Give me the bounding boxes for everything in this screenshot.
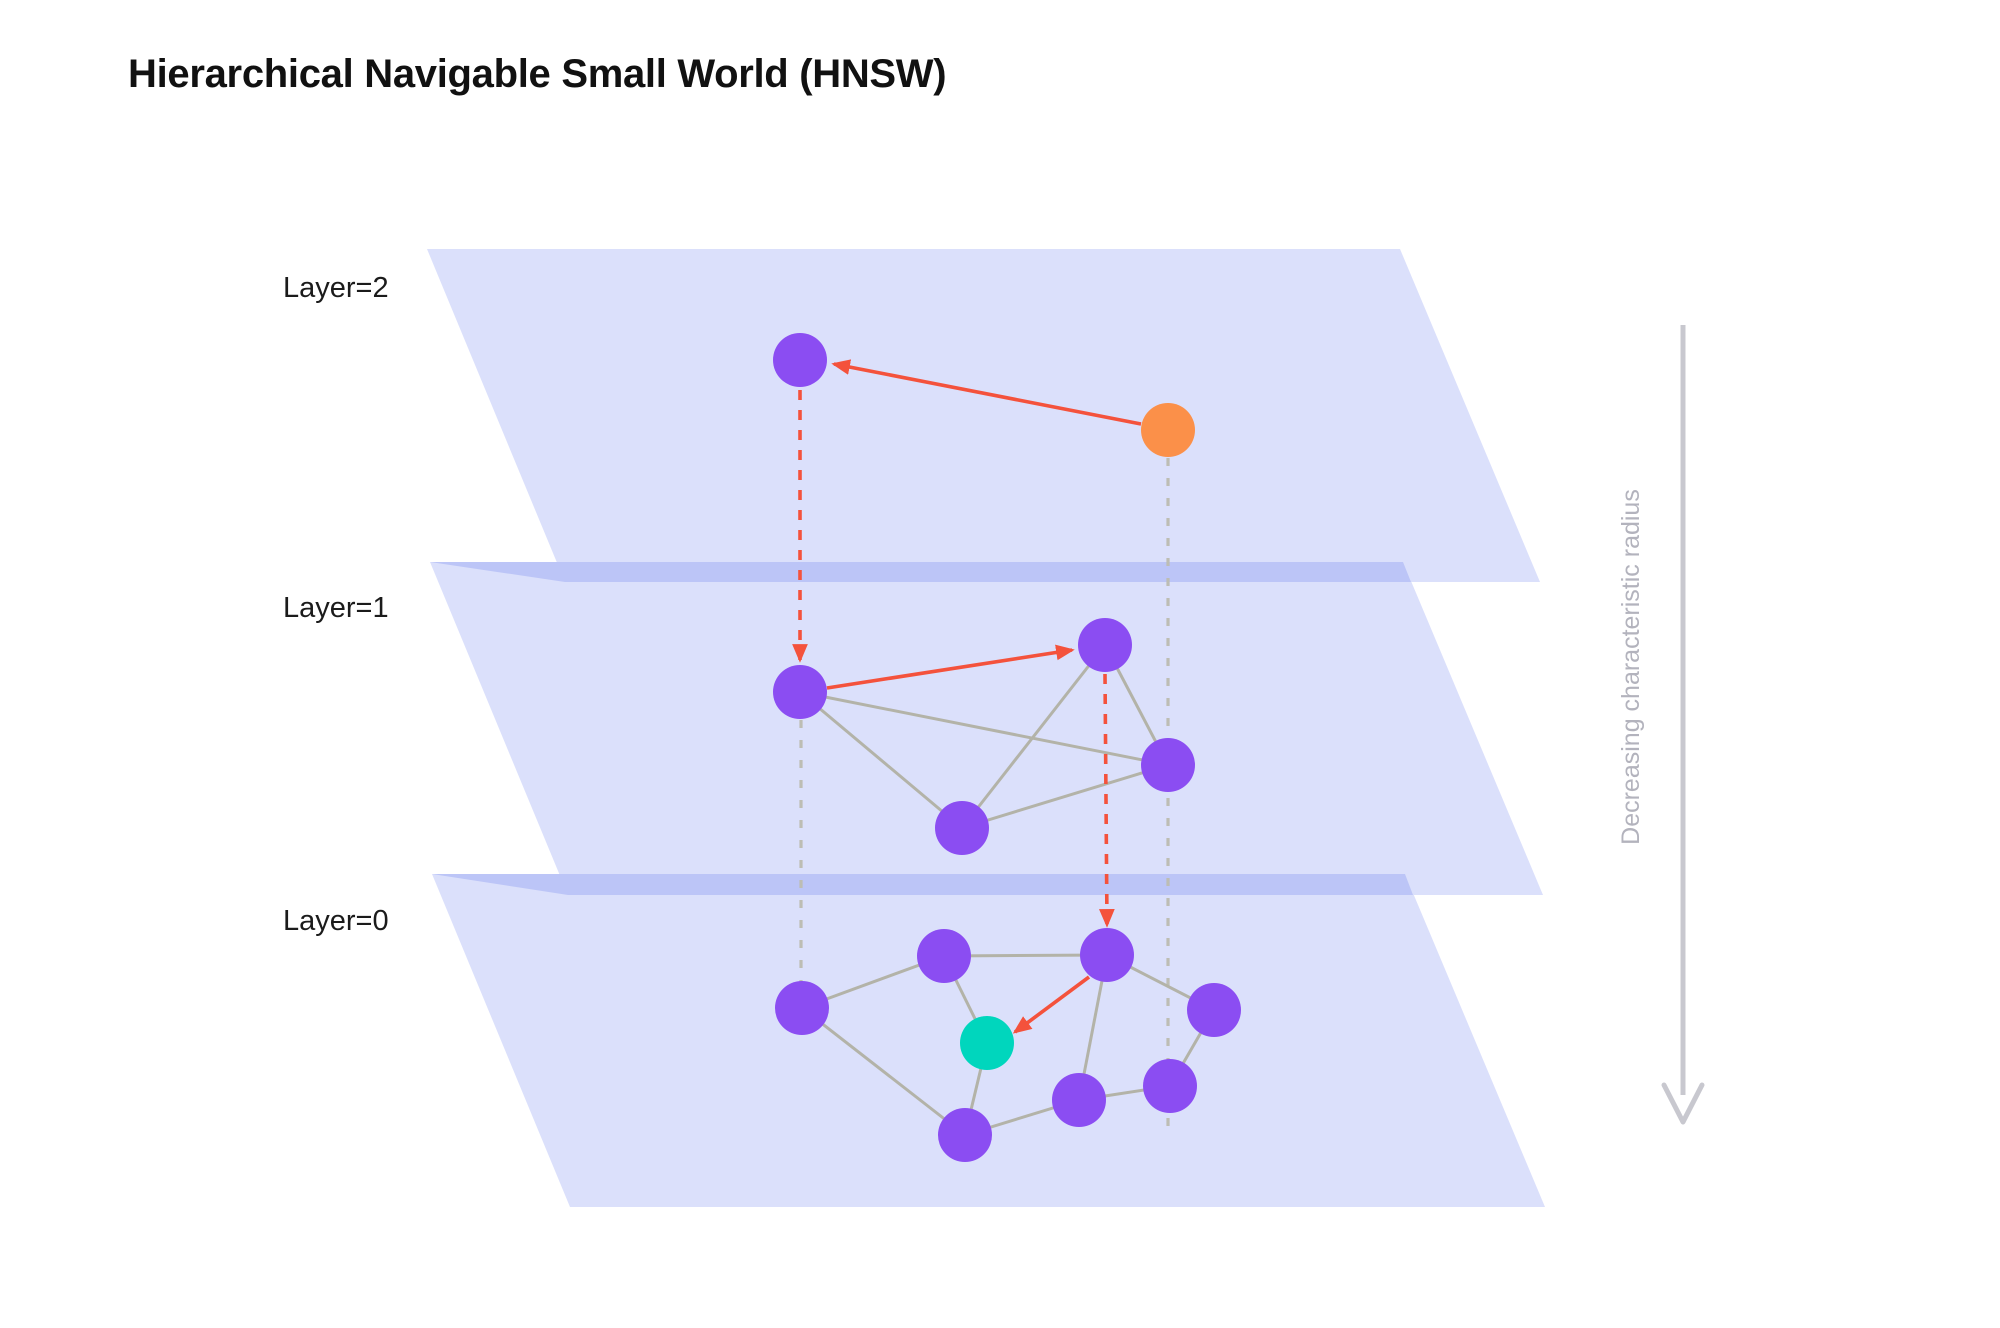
- edge: [801, 1006, 966, 1137]
- node-l0-c[interactable]: [1080, 928, 1134, 982]
- node-l0-h[interactable]: [938, 1108, 992, 1162]
- projection-lines: [799, 458, 1170, 1135]
- search-arrow-l1b-to-l0c: [1099, 673, 1115, 928]
- node-l1-c[interactable]: [1141, 738, 1195, 792]
- node-l1-a[interactable]: [773, 665, 827, 719]
- node-target[interactable]: [960, 1016, 1014, 1070]
- layer-slabs: [427, 249, 1545, 1207]
- axis-arrowhead-icon: [1661, 1082, 1705, 1125]
- node-entry-point[interactable]: [1141, 403, 1195, 457]
- nodes: [773, 333, 1241, 1162]
- search-path: [792, 359, 1142, 1034]
- edge: [960, 644, 1107, 829]
- slab-overlap-1-0: [432, 874, 1413, 895]
- edge: [943, 953, 1108, 958]
- node-l2-a[interactable]: [773, 333, 827, 387]
- layer-label-1: Layer=1: [283, 592, 389, 624]
- search-arrow-l0c-to-target: [1012, 975, 1091, 1034]
- node-l0-b[interactable]: [917, 929, 971, 983]
- search-arrow-entry-to-l2a: [831, 359, 1142, 426]
- node-l1-d[interactable]: [935, 801, 989, 855]
- edge: [799, 690, 963, 830]
- radius-axis-label: Decreasing characteristic radius: [1617, 489, 1645, 845]
- node-l0-g[interactable]: [1143, 1059, 1197, 1113]
- page-title: Hierarchical Navigable Small World (HNSW…: [128, 52, 947, 96]
- radius-axis-arrow: [1661, 325, 1705, 1125]
- edge: [799, 690, 1169, 767]
- node-l0-e[interactable]: [1187, 983, 1241, 1037]
- layer-label-2: Layer=2: [283, 272, 389, 304]
- node-l0-f[interactable]: [1052, 1073, 1106, 1127]
- slab-overlap-2-1: [430, 562, 1411, 582]
- node-l0-a[interactable]: [775, 981, 829, 1035]
- layer-label-0: Layer=0: [283, 905, 389, 937]
- node-l1-b[interactable]: [1078, 618, 1132, 672]
- edge: [961, 763, 1169, 830]
- slab-layer-2: [427, 249, 1540, 582]
- search-arrow-l1a-to-l1b: [826, 644, 1075, 690]
